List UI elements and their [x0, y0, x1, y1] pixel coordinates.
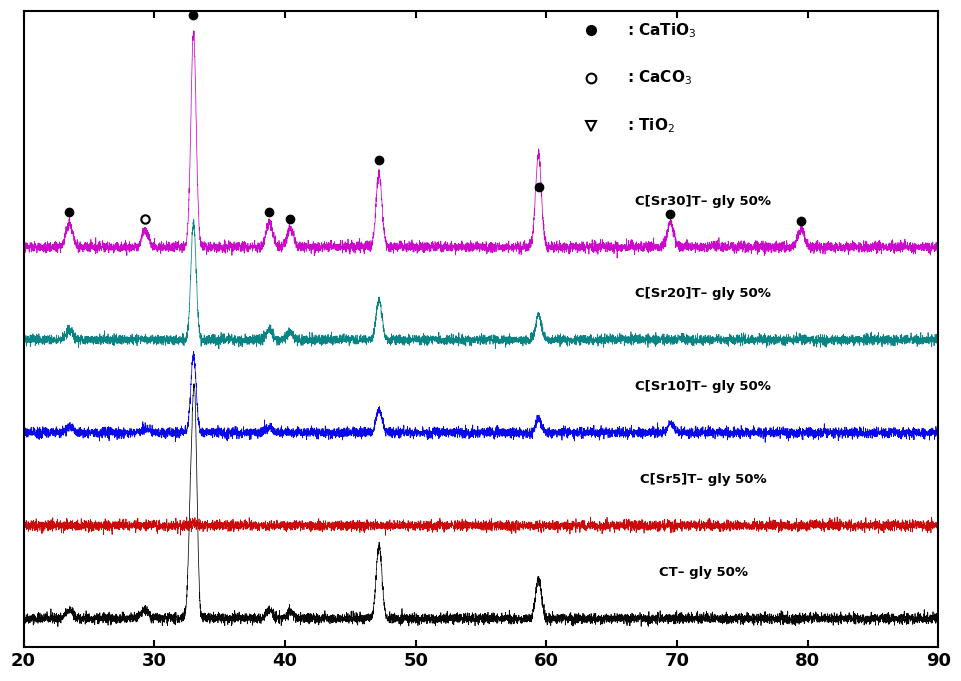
- Text: C[Sr10]T– gly 50%: C[Sr10]T– gly 50%: [634, 381, 771, 394]
- Text: CT– gly 50%: CT– gly 50%: [658, 566, 747, 579]
- Text: : CaCO$_3$: : CaCO$_3$: [627, 69, 692, 87]
- Text: C[Sr30]T– gly 50%: C[Sr30]T– gly 50%: [634, 195, 771, 208]
- Text: : TiO$_2$: : TiO$_2$: [627, 116, 675, 135]
- Text: C[Sr5]T– gly 50%: C[Sr5]T– gly 50%: [639, 473, 766, 486]
- Text: : CaTiO$_3$: : CaTiO$_3$: [627, 21, 696, 39]
- Text: C[Sr20]T– gly 50%: C[Sr20]T– gly 50%: [634, 287, 771, 300]
